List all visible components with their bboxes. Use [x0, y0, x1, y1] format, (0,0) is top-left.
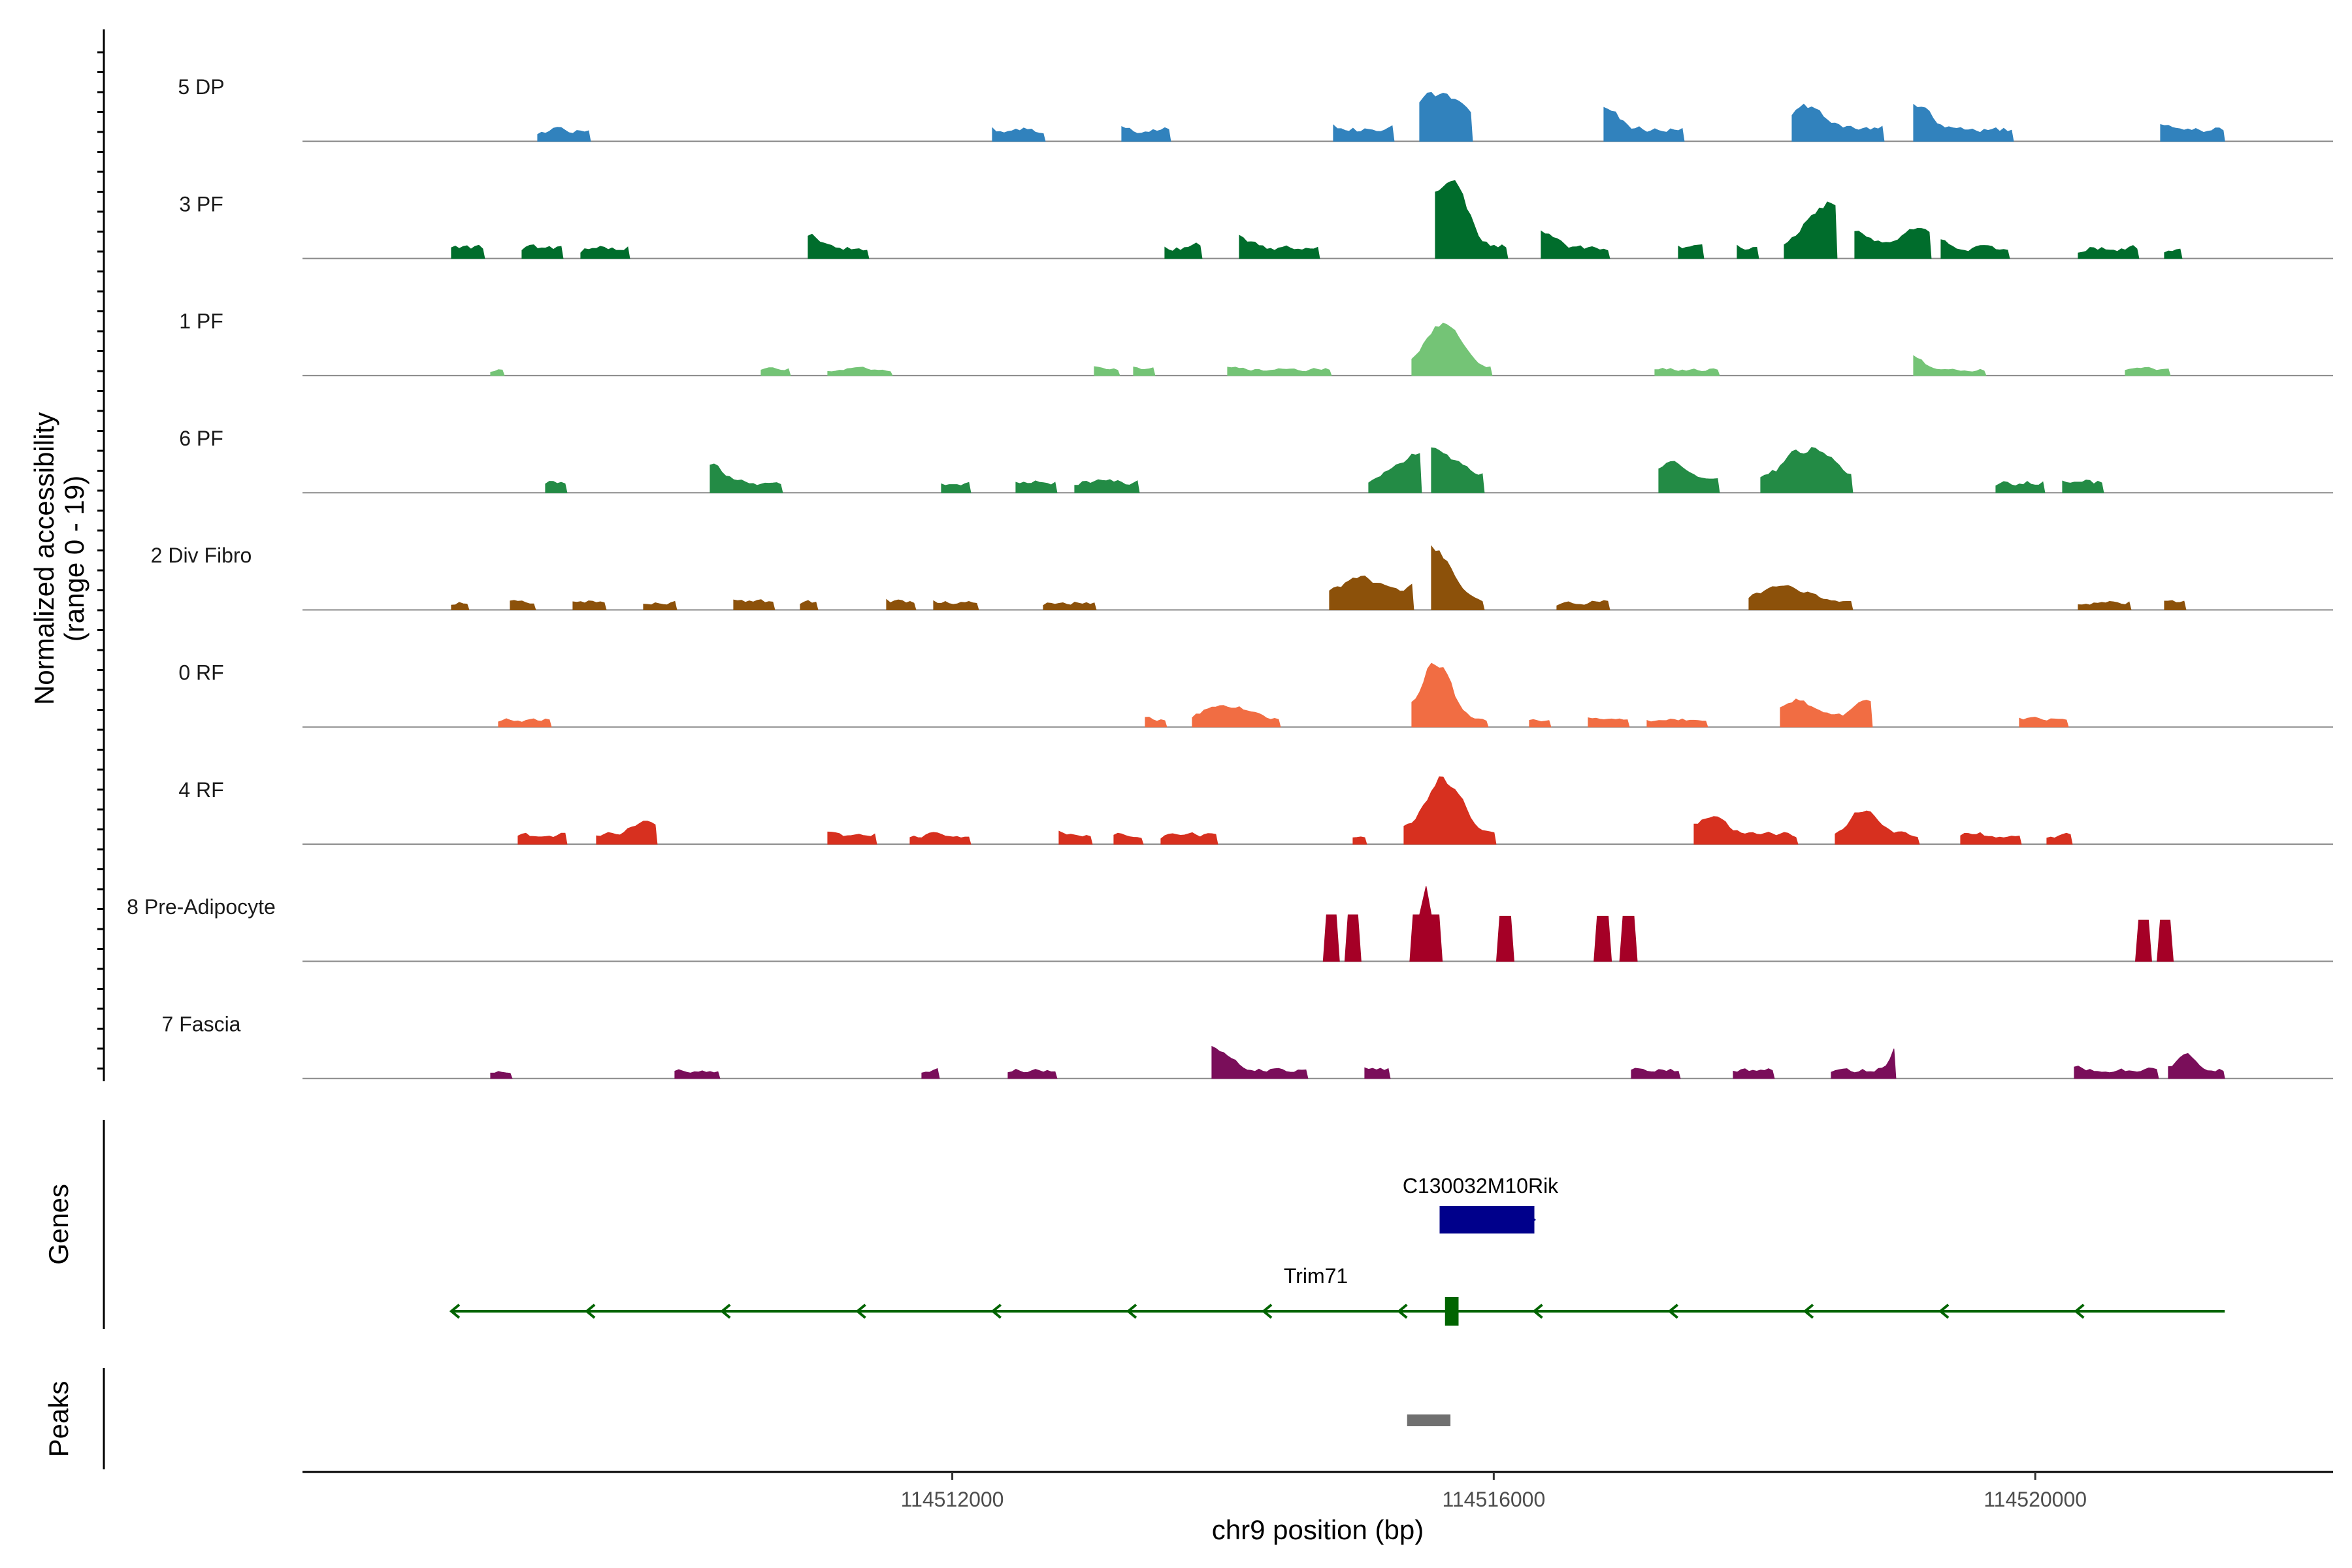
coverage-area-7-fascia: [490, 1045, 2225, 1079]
track-6-pf: 6 PF: [179, 427, 2333, 494]
coverage-tracks: 5 DP 3 PF 1 PF 6 PF 2 Div Fibro 0 RF 4 RF 8 Pre…: [127, 75, 2333, 1079]
track-label-3-pf: 3 PF: [179, 192, 223, 216]
gene-annotations: C130032M10Rik Trim71: [449, 1174, 2225, 1326]
coverage-area-1-pf: [490, 322, 2171, 376]
track-label-4-rf: 4 RF: [178, 778, 223, 802]
coverage-area-0-rf: [498, 662, 2069, 728]
track-3-pf: 3 PF: [179, 180, 2333, 259]
gene-trim71-strand-arrows: [449, 1303, 2085, 1319]
coverage-area-5-dp: [537, 91, 2225, 142]
peak-region: [1407, 1414, 1451, 1426]
track-label-2-div-fibro: 2 Div Fibro: [151, 544, 252, 567]
strand-arrow: [855, 1303, 866, 1319]
gene-c130032m10rik-strand-arrow: [1527, 1214, 1537, 1226]
track-5-dp: 5 DP: [178, 75, 2333, 142]
x-axis-ticks: 114512000 114516000 114520000: [901, 1472, 2087, 1511]
y-axis-title-line1: Normalized accessibility: [29, 412, 59, 705]
gene-c130032m10rik-label: C130032M10Rik: [1403, 1174, 1559, 1198]
coverage-area-2-div-fibro: [451, 545, 2187, 610]
strand-arrow: [1397, 1303, 1408, 1319]
coverage-area-8-pre-adipocyte: [1322, 886, 2174, 962]
strand-arrow: [584, 1303, 596, 1319]
strand-arrow: [990, 1303, 1002, 1319]
genes-panel-label: Genes: [43, 1184, 74, 1265]
gene-c130032m10rik-body: [1439, 1206, 1535, 1233]
strand-arrow: [1261, 1303, 1273, 1319]
x-tick-label: 114516000: [1442, 1488, 1545, 1511]
gene-trim71-label: Trim71: [1284, 1264, 1348, 1288]
strand-arrow: [720, 1303, 731, 1319]
track-label-5-dp: 5 DP: [178, 75, 224, 99]
strand-arrow: [1667, 1303, 1678, 1319]
strand-arrow: [1126, 1303, 1137, 1319]
track-8-pre-adipocyte: 8 Pre-Adipocyte: [127, 886, 2333, 962]
strand-arrow: [1938, 1303, 1950, 1319]
strand-arrow: [449, 1303, 461, 1319]
x-tick-label: 114512000: [901, 1488, 1004, 1511]
track-7-fascia: 7 Fascia: [162, 1012, 2333, 1079]
coverage-y-ticks: [97, 51, 104, 1070]
track-4-rf: 4 RF: [178, 776, 2333, 845]
track-label-8-pre-adipocyte: 8 Pre-Adipocyte: [127, 895, 276, 919]
coverage-area-4-rf: [517, 776, 2073, 845]
track-label-0-rf: 0 RF: [178, 661, 223, 685]
track-label-1-pf: 1 PF: [179, 310, 223, 333]
peaks-panel-label: Peaks: [43, 1381, 74, 1458]
strand-arrow: [2074, 1303, 2085, 1319]
y-axis-title-line2: (range 0 - 19): [59, 476, 90, 642]
track-0-rf: 0 RF: [178, 661, 2333, 728]
strand-arrow: [1803, 1303, 1814, 1319]
coverage-area-3-pf: [451, 180, 2183, 259]
track-label-6-pf: 6 PF: [179, 427, 223, 450]
x-axis-title: chr9 position (bp): [1212, 1514, 1424, 1545]
track-label-7-fascia: 7 Fascia: [162, 1012, 241, 1036]
track-2-div-fibro: 2 Div Fibro: [151, 544, 2333, 611]
track-1-pf: 1 PF: [179, 310, 2333, 376]
strand-arrow: [1532, 1303, 1543, 1319]
gene-trim71-exon: [1445, 1297, 1459, 1326]
x-tick-label: 114520000: [1984, 1488, 2087, 1511]
coverage-area-6-pf: [545, 447, 2104, 493]
